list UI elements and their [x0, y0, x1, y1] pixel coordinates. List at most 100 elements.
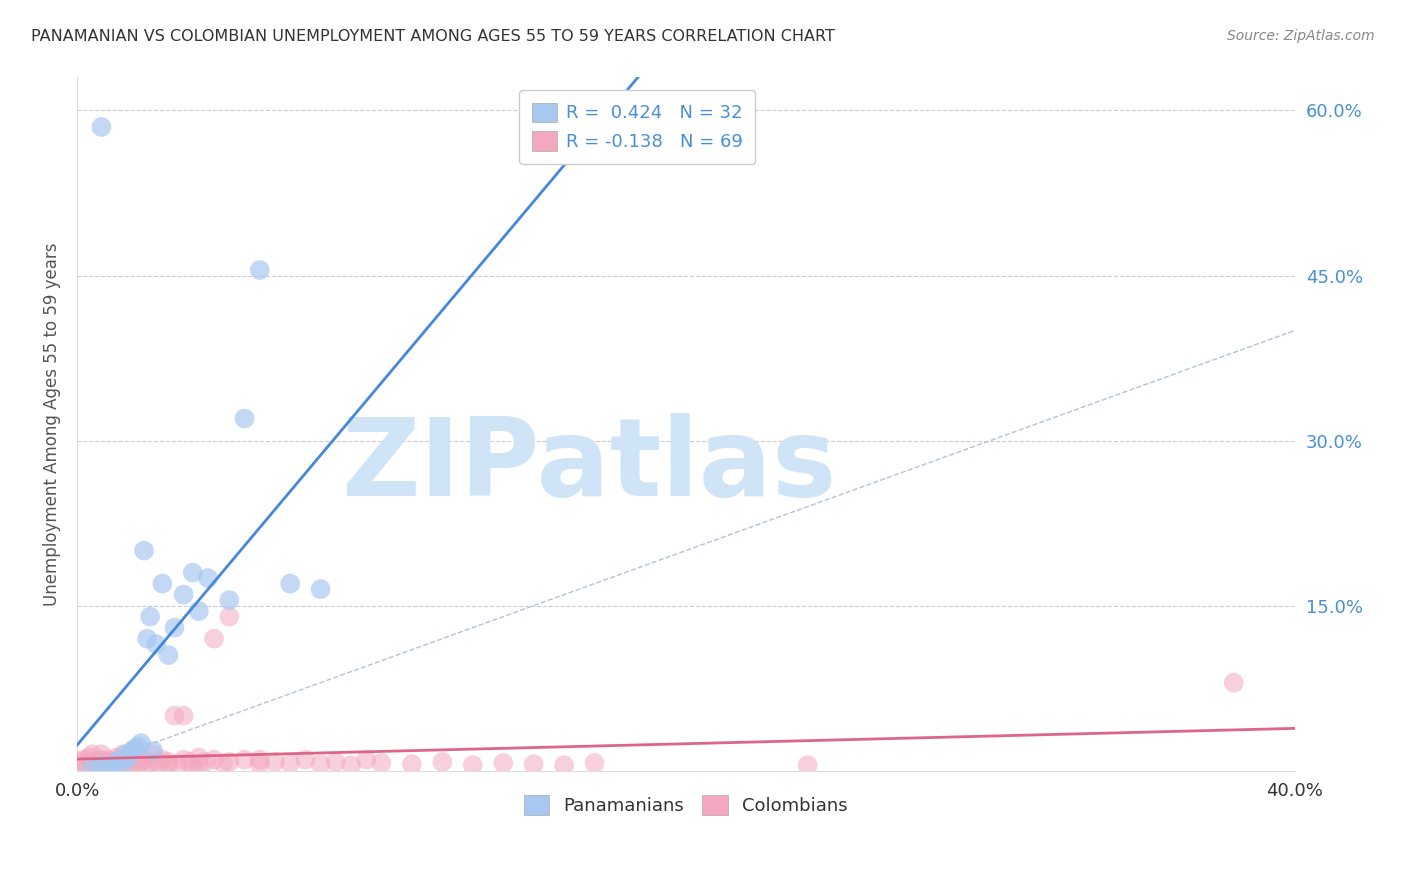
Point [82, 747, 104, 762]
Point [103, 757, 125, 772]
Point [127, 739, 149, 754]
Point [157, 758, 180, 772]
Point [148, 756, 170, 770]
Point [181, 758, 204, 772]
Point [202, 632, 225, 646]
Point [108, 753, 131, 767]
Point [233, 753, 256, 767]
Point [370, 756, 392, 770]
Point [583, 756, 606, 770]
Point [340, 758, 363, 772]
Text: PANAMANIAN VS COLOMBIAN UNEMPLOYMENT AMONG AGES 55 TO 59 YEARS CORRELATION CHART: PANAMANIAN VS COLOMBIAN UNEMPLOYMENT AMO… [31, 29, 835, 44]
Point [309, 757, 332, 772]
Point [96, 753, 118, 767]
Point [249, 757, 271, 772]
Point [461, 758, 484, 772]
Point [163, 621, 186, 635]
Point [118, 758, 141, 772]
Point [218, 609, 240, 624]
Point [309, 582, 332, 596]
Point [432, 755, 454, 769]
Point [150, 753, 173, 767]
Point [187, 750, 209, 764]
Point [249, 263, 271, 277]
Point [187, 757, 209, 772]
Point [72, 753, 94, 767]
Point [1223, 675, 1246, 690]
Point [202, 753, 225, 767]
Point [157, 755, 180, 769]
Point [111, 756, 134, 770]
Point [100, 755, 122, 769]
Point [114, 755, 136, 769]
Point [84, 755, 107, 769]
Point [179, 755, 201, 769]
Point [264, 755, 287, 769]
Point [150, 576, 173, 591]
Legend: Panamanians, Colombians: Panamanians, Colombians [515, 786, 856, 824]
Point [278, 576, 301, 591]
Point [249, 753, 271, 767]
Point [136, 758, 159, 772]
Point [181, 566, 204, 580]
Point [108, 753, 131, 767]
Point [93, 756, 115, 770]
Point [218, 755, 240, 769]
Point [121, 753, 143, 767]
Point [90, 747, 112, 762]
Point [105, 750, 128, 764]
Point [124, 750, 146, 764]
Point [401, 757, 423, 772]
Point [163, 708, 186, 723]
Point [129, 755, 152, 769]
Point [278, 756, 301, 770]
Point [173, 708, 195, 723]
Point [325, 755, 347, 769]
Point [96, 762, 118, 776]
Point [121, 744, 143, 758]
Point [553, 758, 575, 772]
Point [294, 753, 316, 767]
Point [87, 757, 110, 772]
Point [77, 750, 100, 764]
Point [145, 637, 167, 651]
Point [111, 756, 134, 770]
Point [105, 755, 128, 769]
Point [96, 759, 118, 773]
Point [124, 741, 146, 756]
Point [111, 747, 134, 762]
Point [82, 758, 104, 772]
Point [114, 747, 136, 762]
Text: ZIPatlas: ZIPatlas [340, 413, 837, 518]
Point [187, 604, 209, 618]
Y-axis label: Unemployment Among Ages 55 to 59 years: Unemployment Among Ages 55 to 59 years [44, 243, 60, 606]
Point [492, 756, 515, 770]
Point [69, 755, 91, 769]
Point [132, 543, 155, 558]
Point [90, 758, 112, 772]
Point [139, 609, 162, 624]
Point [96, 758, 118, 772]
Point [142, 747, 165, 762]
Point [132, 753, 155, 767]
Point [796, 758, 818, 772]
Text: Source: ZipAtlas.com: Source: ZipAtlas.com [1227, 29, 1375, 43]
Point [233, 411, 256, 425]
Point [173, 753, 195, 767]
Point [118, 750, 141, 764]
Point [354, 753, 377, 767]
Point [90, 754, 112, 768]
Point [75, 756, 97, 770]
Point [103, 757, 125, 772]
Point [197, 571, 219, 585]
Point [166, 757, 188, 772]
Point [82, 760, 104, 774]
Point [157, 648, 180, 662]
Point [194, 755, 217, 769]
Point [127, 747, 149, 762]
Point [523, 757, 546, 772]
Point [142, 755, 165, 769]
Point [212, 756, 235, 770]
Point [129, 736, 152, 750]
Point [90, 120, 112, 134]
